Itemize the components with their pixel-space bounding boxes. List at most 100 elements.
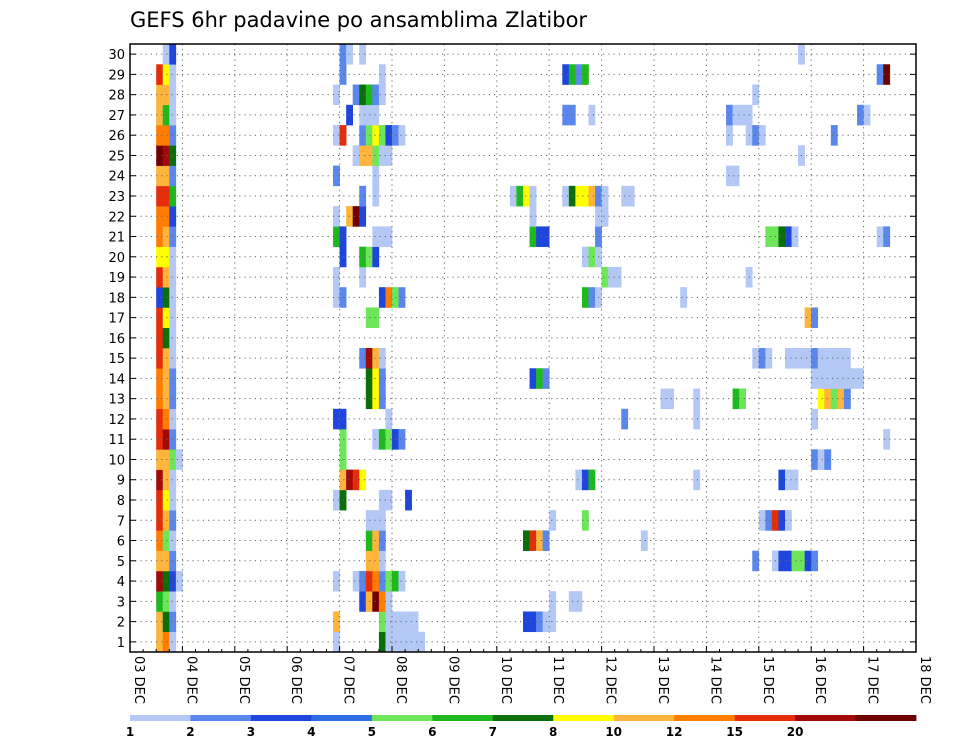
y-tick-label: 11: [108, 433, 125, 448]
heatmap-cell: [385, 570, 393, 592]
heatmap-cell: [765, 226, 773, 247]
y-tick-label: 2: [117, 616, 125, 631]
y-tick-label: 16: [108, 332, 125, 347]
colorbar-swatch: [371, 715, 433, 721]
colorbar-swatch: [795, 715, 856, 721]
heatmap-cell: [817, 368, 825, 389]
heatmap-cell: [581, 64, 589, 85]
heatmap-cell: [529, 185, 537, 207]
heatmap-cell: [378, 348, 386, 369]
y-tick-label: 8: [117, 494, 125, 509]
x-tick-label: 04 DEC: [183, 656, 198, 704]
heatmap-cell: [785, 469, 792, 491]
heatmap-cell: [156, 307, 164, 329]
heatmap-cell: [162, 327, 170, 349]
heatmap-cell: [523, 185, 530, 207]
heatmap-cell: [359, 145, 367, 166]
heatmap-cell: [778, 226, 786, 247]
heatmap-cell: [162, 408, 170, 430]
heatmap-cell: [162, 611, 170, 633]
heatmap-cell: [791, 226, 799, 247]
heatmap-cell: [778, 550, 786, 572]
heatmap-cell: [608, 266, 615, 288]
heatmap-cell: [581, 185, 589, 207]
heatmap-cell: [758, 125, 766, 146]
heatmap-cell: [339, 44, 347, 65]
heatmap-cell: [385, 287, 393, 308]
heatmap-cell: [156, 165, 164, 187]
heatmap-cell: [785, 550, 792, 572]
colorbar: 1 2 3 4 5 6 7 8 10 12 15 20: [126, 715, 917, 739]
heatmap-cell: [549, 591, 557, 612]
heatmap-cell: [752, 125, 760, 146]
heatmap-cell: [575, 469, 583, 491]
heatmap-cell: [601, 206, 609, 227]
heatmap-cell: [536, 611, 543, 633]
heatmap-cell: [627, 185, 635, 207]
heatmap-cell: [359, 84, 367, 106]
heatmap-cell: [536, 368, 543, 389]
colorbar-swatch: [613, 715, 675, 721]
heatmap-cell: [398, 570, 406, 592]
heatmap-cell: [162, 84, 170, 106]
heatmap-cell: [378, 64, 386, 85]
heatmap-cell: [752, 550, 760, 572]
heatmap-cell: [588, 287, 596, 308]
heatmap-cell: [791, 550, 799, 572]
heatmap-cell: [378, 145, 386, 166]
heatmap-cell: [398, 125, 406, 146]
heatmap-cell: [333, 489, 340, 511]
heatmap-cell: [398, 611, 406, 633]
y-tick-label: 3: [117, 595, 125, 610]
colorbar-swatch: [734, 715, 796, 721]
colorbar-swatch: [432, 715, 494, 721]
y-tick-label: 21: [108, 231, 125, 246]
heatmap-cell: [843, 368, 851, 389]
heatmap-cell: [156, 226, 164, 247]
heatmap-cell: [156, 530, 164, 551]
heatmap-cell: [758, 348, 766, 369]
colorbar-swatch: [250, 715, 312, 721]
heatmap-cell: [378, 429, 386, 450]
heatmap-cell: [372, 84, 380, 106]
heatmap-cell: [837, 368, 845, 389]
heatmap-cell: [162, 591, 170, 612]
grid-lines: [130, 44, 916, 652]
heatmap-cell: [562, 185, 570, 207]
y-tick-label: 14: [108, 372, 125, 387]
heatmap-cell: [156, 631, 164, 653]
colorbar-label: 2: [186, 725, 194, 739]
heatmap-cell: [804, 348, 812, 369]
heatmap-cell: [162, 429, 170, 450]
heatmap-cell: [162, 206, 170, 227]
heatmap-cell: [778, 469, 786, 491]
colorbar-label: 20: [787, 725, 804, 739]
heatmap-cell: [411, 631, 419, 653]
heatmap-cell: [385, 489, 393, 511]
heatmap-cell: [156, 570, 164, 592]
chart-title: GEFS 6hr padavine po ansamblima Zlatibor: [130, 8, 587, 32]
heatmap-cell: [333, 125, 340, 146]
colorbar-swatch: [553, 715, 615, 721]
heatmap-cell: [857, 104, 864, 126]
heatmap-cell: [378, 510, 386, 531]
heatmap-cell: [830, 368, 838, 389]
heatmap-cell: [817, 348, 825, 369]
y-tick-label: 13: [108, 393, 125, 408]
heatmap-cell: [588, 469, 596, 491]
heatmap-cell: [549, 611, 557, 633]
y-tick-label: 24: [108, 170, 125, 185]
y-tick-label: 7: [117, 514, 125, 529]
heatmap-cell: [811, 449, 819, 470]
heatmap-cell: [156, 125, 164, 146]
heatmap-cell: [785, 226, 792, 247]
heatmap-cell: [398, 631, 406, 653]
heatmap-cell: [752, 348, 760, 369]
heatmap-cell: [804, 550, 812, 572]
heatmap-cell: [726, 125, 733, 146]
colorbar-swatch: [130, 715, 191, 721]
heatmap-cell: [693, 469, 701, 491]
heatmap-cell: [378, 570, 386, 592]
heatmap-cell: [529, 530, 537, 551]
